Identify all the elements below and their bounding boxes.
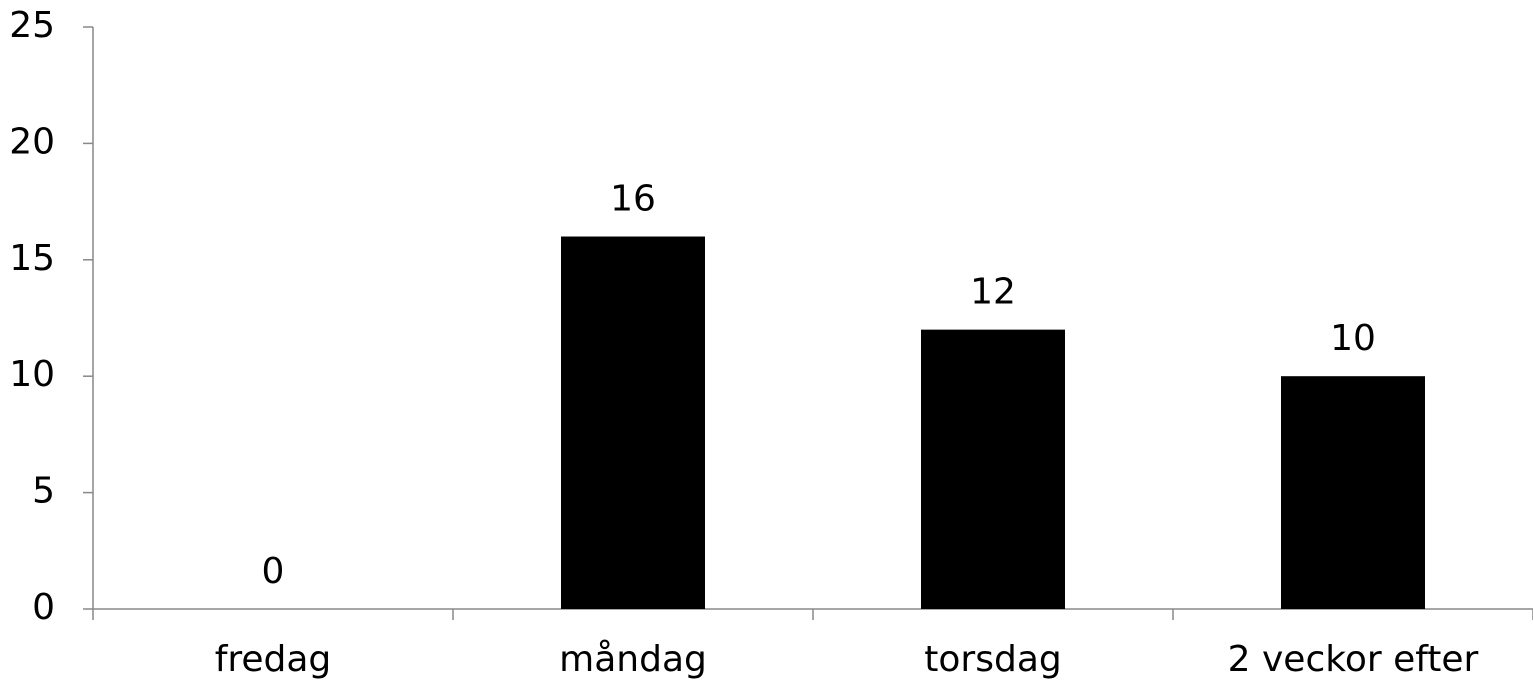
x-tick-label: torsdag: [924, 639, 1061, 680]
y-tick-label: 25: [9, 5, 55, 46]
data-label: 12: [970, 272, 1016, 313]
y-tick-label: 15: [9, 238, 55, 279]
bar: [1281, 376, 1425, 609]
y-tick-label: 0: [32, 587, 55, 628]
bar: [921, 329, 1065, 609]
x-tick-label: måndag: [559, 639, 707, 680]
data-label: 16: [610, 179, 656, 220]
data-label: 0: [262, 551, 285, 592]
y-tick-label: 10: [9, 354, 55, 395]
x-tick-label: fredag: [215, 639, 332, 680]
y-tick-label: 20: [9, 121, 55, 162]
data-label: 10: [1330, 318, 1376, 359]
bar: [561, 236, 705, 609]
y-tick-label: 5: [32, 471, 55, 512]
x-tick-label: 2 veckor efter: [1228, 639, 1479, 680]
